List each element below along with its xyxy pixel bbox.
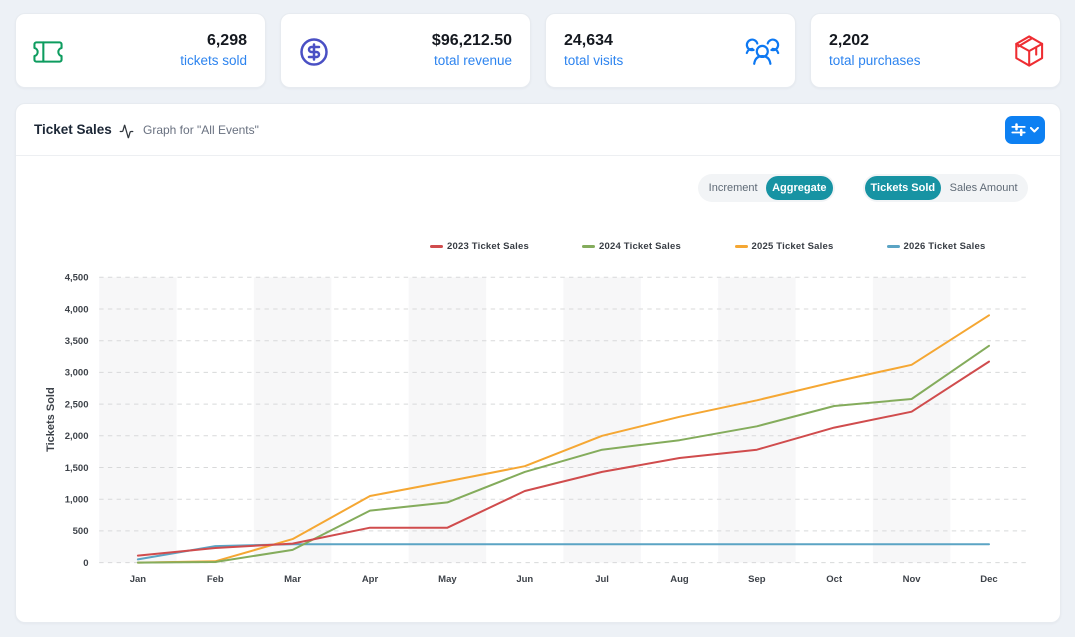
- svg-text:3,500: 3,500: [65, 336, 89, 347]
- svg-text:Jan: Jan: [130, 574, 147, 585]
- svg-text:1,000: 1,000: [65, 495, 89, 506]
- svg-text:4,500: 4,500: [65, 273, 89, 284]
- svg-text:Dec: Dec: [980, 574, 997, 585]
- svg-text:Jul: Jul: [595, 574, 609, 585]
- svg-text:Feb: Feb: [207, 574, 224, 585]
- svg-text:0: 0: [83, 558, 88, 569]
- svg-text:Apr: Apr: [362, 574, 379, 585]
- svg-text:2,500: 2,500: [65, 399, 89, 410]
- svg-text:Jun: Jun: [516, 574, 533, 585]
- svg-text:2,000: 2,000: [65, 431, 89, 442]
- svg-text:Sep: Sep: [748, 574, 766, 585]
- svg-text:3,000: 3,000: [65, 368, 89, 379]
- svg-text:Aug: Aug: [670, 574, 689, 585]
- svg-text:May: May: [438, 574, 457, 585]
- svg-text:Nov: Nov: [903, 574, 922, 585]
- svg-text:4,000: 4,000: [65, 304, 89, 315]
- svg-text:Tickets Sold: Tickets Sold: [45, 387, 57, 452]
- svg-text:500: 500: [73, 526, 89, 537]
- svg-text:Mar: Mar: [284, 574, 301, 585]
- svg-text:Oct: Oct: [826, 574, 843, 585]
- svg-text:1,500: 1,500: [65, 463, 89, 474]
